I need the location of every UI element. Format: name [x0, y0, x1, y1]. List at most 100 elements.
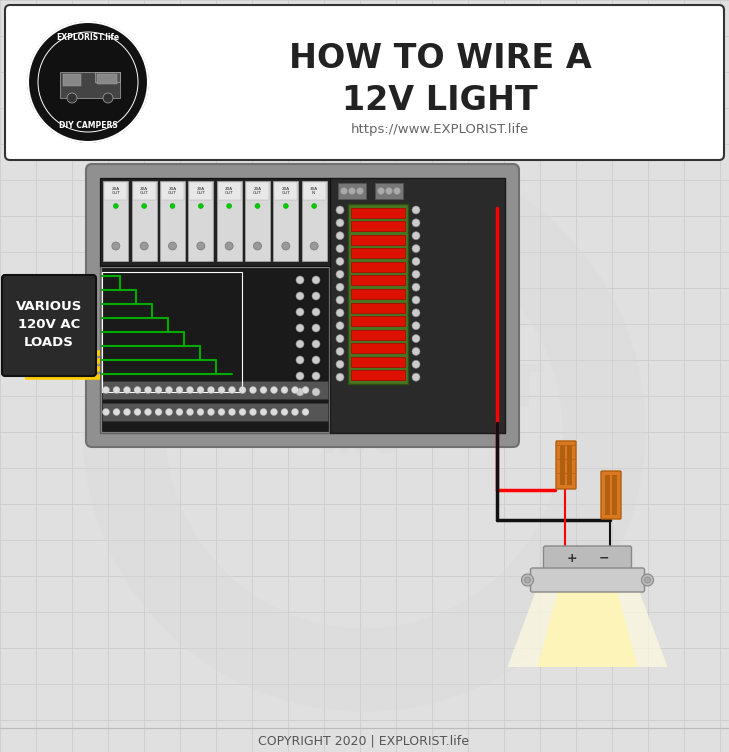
FancyBboxPatch shape: [531, 568, 644, 592]
Circle shape: [140, 242, 148, 250]
Circle shape: [103, 408, 109, 416]
Circle shape: [296, 276, 304, 284]
Circle shape: [296, 356, 304, 364]
Text: 20A
OUT: 20A OUT: [196, 186, 205, 196]
Bar: [97, 74, 117, 84]
Circle shape: [336, 347, 344, 356]
Circle shape: [281, 408, 288, 416]
Circle shape: [336, 284, 344, 291]
Circle shape: [123, 387, 130, 393]
Bar: [274, 182, 297, 200]
Circle shape: [112, 242, 120, 250]
Circle shape: [312, 388, 320, 396]
Circle shape: [282, 242, 290, 250]
Circle shape: [284, 204, 289, 208]
Text: 20A
OUT: 20A OUT: [225, 186, 233, 196]
Polygon shape: [507, 592, 668, 667]
Bar: [351, 343, 405, 353]
Bar: [246, 182, 269, 200]
Circle shape: [386, 187, 392, 195]
FancyBboxPatch shape: [2, 275, 96, 376]
Circle shape: [113, 408, 120, 416]
Circle shape: [168, 242, 176, 250]
Bar: [351, 221, 405, 231]
Circle shape: [336, 360, 344, 368]
Circle shape: [336, 232, 344, 240]
Circle shape: [296, 388, 304, 396]
Circle shape: [249, 387, 257, 393]
Circle shape: [302, 387, 309, 393]
Circle shape: [260, 408, 267, 416]
Bar: [188, 181, 214, 261]
FancyBboxPatch shape: [86, 164, 519, 447]
Bar: [567, 445, 572, 485]
Text: 20A
OUT: 20A OUT: [168, 186, 177, 196]
Circle shape: [103, 387, 109, 393]
FancyBboxPatch shape: [544, 546, 631, 570]
Circle shape: [412, 270, 420, 278]
Bar: [351, 302, 405, 313]
Circle shape: [336, 206, 344, 214]
Circle shape: [165, 387, 173, 393]
Bar: [338, 183, 366, 199]
Circle shape: [312, 204, 316, 208]
Circle shape: [378, 187, 384, 195]
Circle shape: [198, 204, 203, 208]
Circle shape: [254, 242, 262, 250]
Circle shape: [249, 408, 257, 416]
Text: COPYRIGHT 2020 | EXPLORIST.life: COPYRIGHT 2020 | EXPLORIST.life: [259, 735, 469, 747]
Bar: [560, 445, 565, 485]
Circle shape: [141, 204, 147, 208]
Bar: [303, 182, 326, 200]
Circle shape: [412, 206, 420, 214]
Circle shape: [348, 187, 356, 195]
Circle shape: [208, 408, 214, 416]
Circle shape: [412, 257, 420, 265]
Bar: [190, 182, 212, 200]
Circle shape: [103, 93, 113, 103]
Circle shape: [144, 387, 152, 393]
Circle shape: [312, 356, 320, 364]
Bar: [100, 178, 330, 266]
Circle shape: [394, 187, 400, 195]
Bar: [351, 329, 405, 340]
Circle shape: [187, 387, 193, 393]
Circle shape: [165, 408, 173, 416]
Bar: [104, 181, 128, 261]
Text: DIY CAMPERS: DIY CAMPERS: [58, 122, 117, 131]
Bar: [217, 181, 242, 261]
Circle shape: [239, 408, 246, 416]
Text: 20A
OUT: 20A OUT: [112, 186, 120, 196]
Text: 30A
IN: 30A IN: [310, 186, 319, 196]
Bar: [102, 268, 328, 431]
Circle shape: [227, 204, 232, 208]
Bar: [160, 181, 185, 261]
Bar: [245, 181, 270, 261]
Circle shape: [296, 340, 304, 348]
Bar: [132, 181, 157, 261]
Circle shape: [270, 387, 278, 393]
Bar: [351, 248, 405, 258]
Text: +: +: [566, 551, 577, 565]
Bar: [133, 182, 156, 200]
Text: life: life: [324, 419, 404, 462]
Circle shape: [336, 257, 344, 265]
Circle shape: [412, 347, 420, 356]
Circle shape: [336, 373, 344, 381]
Circle shape: [336, 309, 344, 317]
Polygon shape: [537, 592, 637, 667]
FancyBboxPatch shape: [5, 5, 724, 160]
Circle shape: [302, 408, 309, 416]
Circle shape: [176, 408, 183, 416]
Circle shape: [412, 284, 420, 291]
Circle shape: [336, 335, 344, 343]
Circle shape: [281, 387, 288, 393]
Circle shape: [255, 204, 260, 208]
Circle shape: [176, 387, 183, 393]
Circle shape: [340, 187, 348, 195]
Bar: [348, 204, 408, 384]
Circle shape: [155, 387, 162, 393]
Circle shape: [312, 276, 320, 284]
Bar: [612, 475, 617, 515]
Circle shape: [239, 387, 246, 393]
